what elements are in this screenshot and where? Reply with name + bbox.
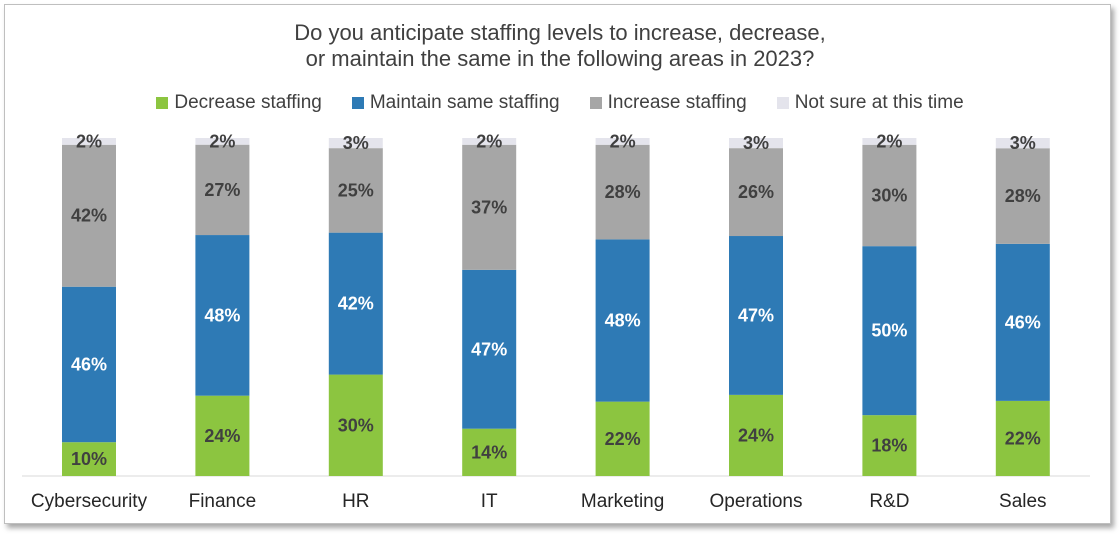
bar-maintain-cybersecurity (62, 286, 116, 443)
data-label-maintain-it: 47% (471, 339, 507, 359)
bar-decrease-it (462, 428, 517, 476)
bar-decrease-r-d (862, 415, 917, 476)
data-label-maintain-hr: 42% (338, 294, 374, 314)
bar-not-sure-it (462, 138, 517, 145)
data-label-increase-cybersecurity: 42% (71, 206, 107, 226)
bar-not-sure-r-d (862, 138, 917, 145)
legend-item-maintain: Maintain same staffing (351, 92, 560, 114)
chart-title: Do you anticipate staffing levels to inc… (0, 20, 1120, 72)
bar-decrease-hr (328, 374, 383, 476)
legend-label-maintain: Maintain same staffing (369, 92, 560, 113)
bar-not-sure-finance (195, 138, 250, 145)
bar-decrease-sales (995, 400, 1050, 476)
bar-not-sure-sales (995, 138, 1050, 149)
data-label-increase-r-d: 30% (871, 185, 907, 205)
data-label-decrease-r-d: 18% (871, 436, 907, 456)
data-label-maintain-r-d: 50% (871, 321, 907, 341)
bar-not-sure-marketing (595, 138, 650, 145)
chart-frame (4, 4, 1111, 524)
data-label-maintain-cybersecurity: 46% (71, 354, 107, 374)
data-label-maintain-marketing: 48% (605, 311, 641, 331)
x-tick-label-operations: Operations (710, 491, 803, 512)
legend-label-increase: Increase staffing (607, 92, 747, 113)
bar-increase-it (462, 144, 517, 270)
data-label-decrease-finance: 24% (204, 426, 240, 446)
legend-swatch-maintain (351, 97, 364, 109)
bar-decrease-marketing (595, 401, 650, 476)
bar-maintain-hr (328, 232, 383, 375)
x-tick-label-hr: HR (342, 491, 369, 512)
bar-maintain-operations (729, 236, 783, 395)
bar-increase-cybersecurity (62, 144, 116, 287)
data-label-maintain-sales: 46% (1005, 312, 1041, 332)
bar-decrease-finance (195, 395, 250, 476)
data-label-not-sure-cybersecurity: 2% (76, 131, 102, 151)
data-label-increase-marketing: 28% (605, 182, 641, 202)
x-tick-label-marketing: Marketing (581, 491, 664, 512)
data-label-not-sure-hr: 3% (343, 133, 369, 153)
data-label-decrease-hr: 30% (338, 415, 374, 435)
legend-swatch-not-sure (776, 97, 789, 109)
chart-title-line-2: or maintain the same in the following ar… (305, 46, 815, 71)
bar-maintain-finance (195, 235, 250, 396)
legend-item-decrease: Decrease staffing (156, 92, 322, 114)
data-label-increase-finance: 27% (204, 180, 240, 200)
bar-maintain-sales (995, 243, 1050, 401)
data-label-increase-hr: 25% (338, 180, 374, 200)
data-label-increase-it: 37% (471, 197, 507, 217)
data-label-maintain-operations: 47% (738, 305, 774, 325)
data-label-not-sure-operations: 3% (743, 133, 769, 153)
bar-not-sure-operations (729, 138, 783, 149)
bar-increase-finance (195, 144, 250, 236)
data-label-increase-sales: 28% (1005, 186, 1041, 206)
bar-not-sure-cybersecurity (62, 138, 116, 145)
bar-decrease-cybersecurity (62, 442, 116, 476)
bar-increase-marketing (595, 144, 650, 240)
data-label-increase-operations: 26% (738, 182, 774, 202)
bar-decrease-operations (729, 394, 783, 476)
x-tick-label-it: IT (481, 491, 498, 512)
bar-increase-r-d (862, 144, 917, 247)
bar-increase-operations (729, 148, 783, 237)
data-label-not-sure-marketing: 2% (610, 131, 636, 151)
bar-increase-sales (995, 148, 1050, 244)
data-label-decrease-cybersecurity: 10% (71, 449, 107, 469)
legend-item-increase: Increase staffing (589, 92, 747, 114)
x-tick-label-finance: Finance (189, 491, 257, 512)
data-label-decrease-sales: 22% (1005, 428, 1041, 448)
legend-swatch-decrease (156, 97, 169, 109)
chart-title-line-1: Do you anticipate staffing levels to inc… (294, 20, 826, 45)
data-label-not-sure-sales: 3% (1010, 133, 1036, 153)
legend-label-not-sure: Not sure at this time (794, 92, 964, 113)
x-tick-label-r-d: R&D (869, 491, 909, 512)
data-label-not-sure-finance: 2% (209, 131, 235, 151)
data-label-not-sure-it: 2% (476, 131, 502, 151)
bar-increase-hr (328, 148, 383, 233)
data-label-decrease-it: 14% (471, 442, 507, 462)
data-label-not-sure-r-d: 2% (876, 131, 902, 151)
data-label-decrease-marketing: 22% (605, 429, 641, 449)
chart-legend: Decrease staffing Maintain same staffing… (0, 90, 1120, 116)
data-label-decrease-operations: 24% (738, 425, 774, 445)
bar-not-sure-hr (328, 138, 383, 149)
bar-maintain-marketing (595, 239, 650, 402)
bar-maintain-it (462, 269, 517, 429)
data-label-maintain-finance: 48% (204, 305, 240, 325)
x-tick-label-cybersecurity: Cybersecurity (31, 491, 148, 512)
bar-maintain-r-d (862, 246, 917, 416)
x-tick-label-sales: Sales (999, 491, 1047, 512)
legend-swatch-increase (589, 97, 602, 109)
legend-item-not-sure: Not sure at this time (776, 92, 964, 114)
legend-label-decrease: Decrease staffing (174, 92, 322, 113)
